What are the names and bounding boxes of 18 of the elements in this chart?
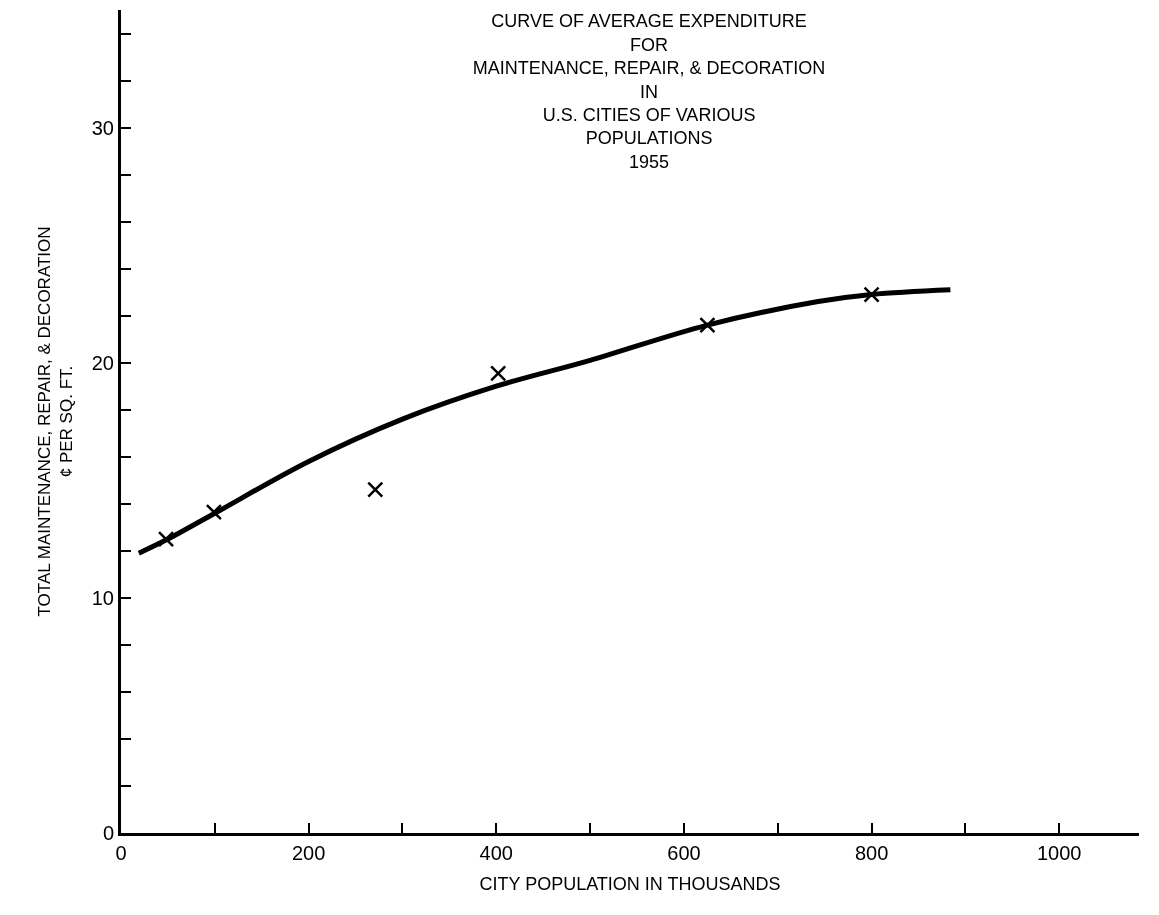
y-tick-label: 30 <box>91 116 114 139</box>
x-tick-label: 200 <box>291 842 326 864</box>
x-tick-label: 800 <box>854 842 889 864</box>
point <box>205 503 223 521</box>
point <box>367 481 384 498</box>
point <box>157 530 175 548</box>
x-tick-label: 1000 <box>1037 842 1082 864</box>
x-axis-title: CITY POPULATION IN THOUSANDS <box>479 874 781 895</box>
y-tick-label: 10 <box>91 586 114 609</box>
point <box>489 365 507 382</box>
y-tick-label: 0 <box>102 822 114 844</box>
x-tick-label: 600 <box>667 842 701 864</box>
point <box>863 286 880 303</box>
x-tick-label: 400 <box>479 842 513 864</box>
y-tick-label: 20 <box>91 351 114 374</box>
y-axis-title: TOTAL MAINTENANCE, REPAIR, & DECORATION ¢ PER SQ. FT. <box>35 226 77 617</box>
text: CURVE OF AVERAGE EXPENDITURE FOR MAINTENANCE, REPAIR, & DECORATION IN U.S. CITIES OF VARIOUS POPULATIONS 1955 <box>472 11 826 172</box>
point <box>699 316 716 334</box>
